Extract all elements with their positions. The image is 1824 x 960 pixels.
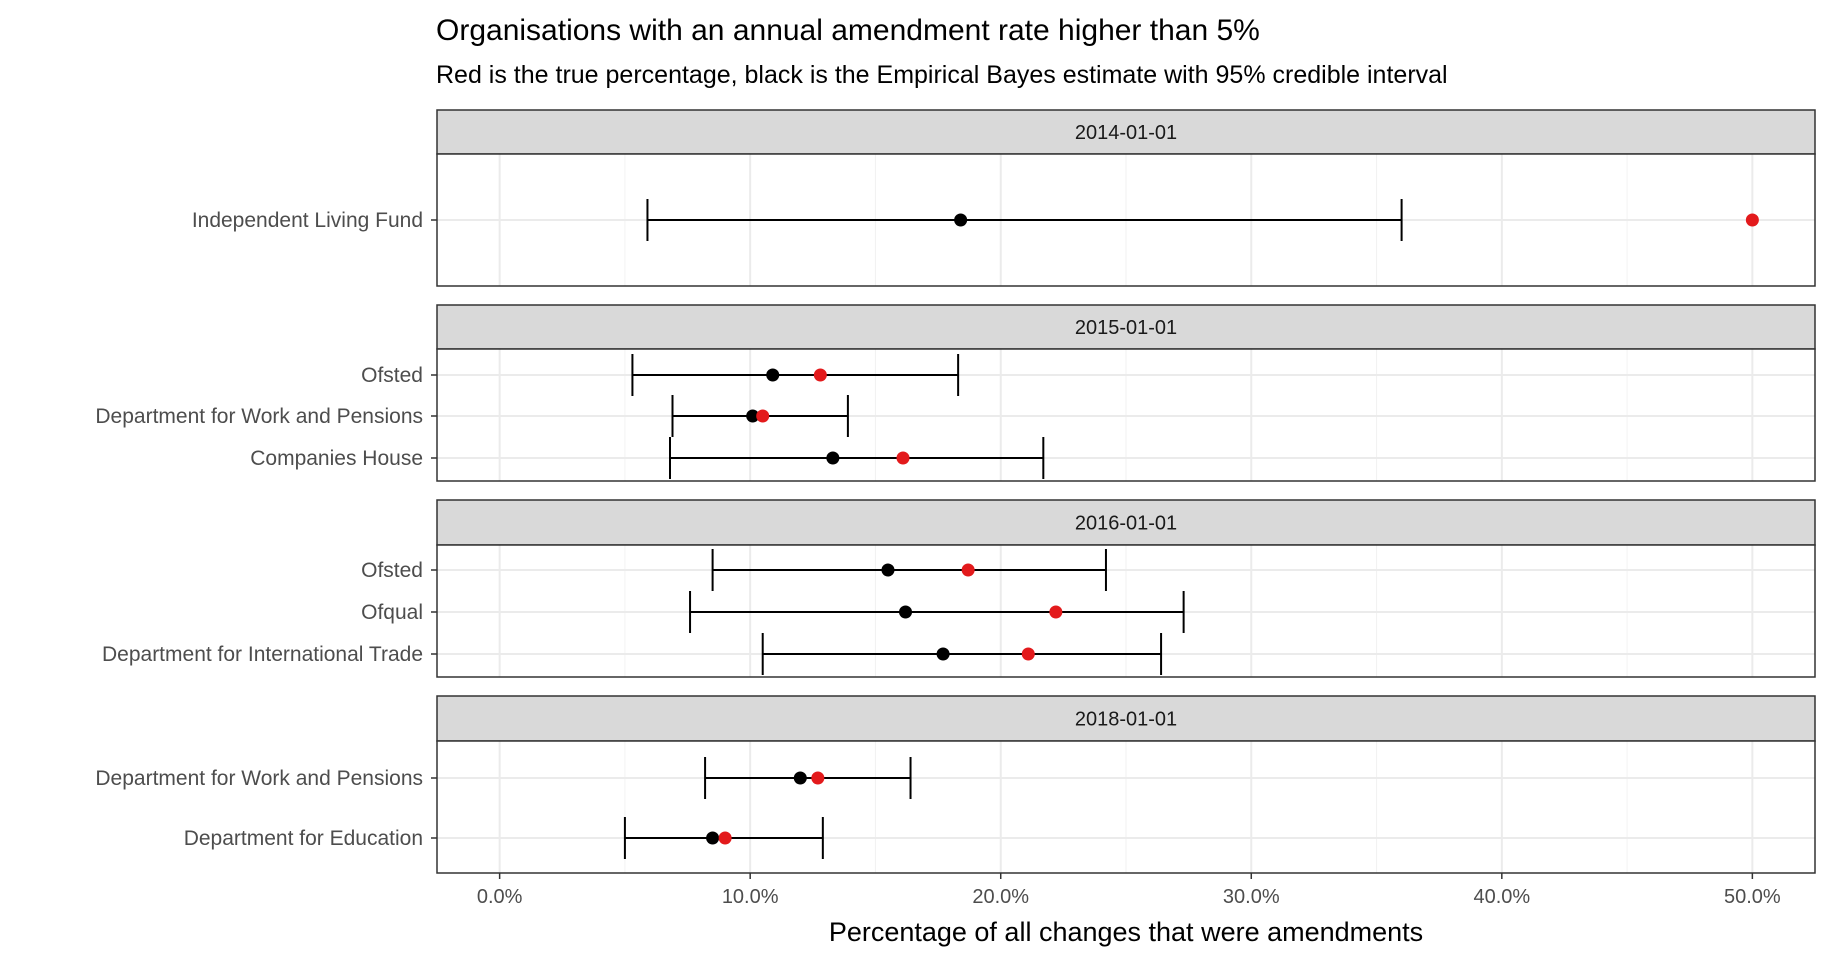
facet-strip [436,695,1816,742]
true-percentage-point [718,831,732,845]
facet-panel-2014-01-01: 2014-01-01 Independent Living Fund [192,109,1816,287]
facet-strip-label: 2016-01-01 [1075,513,1177,535]
panel-border [436,740,1816,874]
x-axis-label: Percentage of all changes that were amen… [829,917,1423,947]
y-tick-label: Department for Education [184,827,423,850]
y-tick-label: Ofsted [361,364,423,387]
x-tick-label: 20.0% [972,886,1029,908]
data-row [671,395,849,437]
y-tick-label: Department for Work and Pensions [95,405,423,428]
y-tick-label: Independent Living Fund [192,209,423,232]
true-percentage-point [813,368,827,382]
facet-panel-2016-01-01: 2016-01-01 Ofsted Ofqual Department for Int… [102,499,1816,678]
panel-border [436,544,1816,678]
estimate-point [826,451,840,465]
true-percentage-point [1049,605,1063,619]
facet-panel-2018-01-01: 2018-01-01 Department for Work and Pensio… [95,695,1816,874]
x-tick-label: 10.0% [722,886,779,908]
facet-strip-label: 2014-01-01 [1075,122,1177,144]
chart-title: Organisations with an annual amendment r… [436,14,1260,47]
facet-panel-2015-01-01: 2015-01-01 Ofsted Department for Work and … [95,304,1816,482]
data-row [623,817,824,859]
facet-panels: 2014-01-01 Independent Living Fund 2015-01… [95,109,1816,874]
x-tick-label: 50.0% [1724,886,1781,908]
x-axis: 0.0% 10.0% 20.0% 30.0% 40.0% 50.0% [477,873,1781,908]
true-percentage-point [896,451,910,465]
estimate-point [899,605,913,619]
data-row [646,199,1759,241]
data-row [669,437,1045,479]
facet-strip-label: 2015-01-01 [1075,317,1177,339]
data-row [704,757,912,799]
y-tick-label: Department for International Trade [102,643,423,666]
true-percentage-point [756,409,770,423]
data-row [761,633,1163,675]
x-tick-label: 30.0% [1223,886,1280,908]
y-tick-label: Ofsted [361,559,423,582]
data-row [711,549,1107,591]
facet-strip-label: 2018-01-01 [1075,709,1177,731]
estimate-point [881,563,895,577]
estimate-point [954,213,968,227]
true-percentage-point [1745,213,1759,227]
estimate-point [793,771,807,785]
estimate-point [746,409,760,423]
chart-subtitle: Red is the true percentage, black is the… [436,61,1448,89]
y-tick-label: Companies House [250,447,423,470]
y-tick-label: Department for Work and Pensions [95,767,423,790]
data-row [631,354,960,396]
y-tick-label: Ofqual [361,601,423,624]
estimate-point [766,368,780,382]
data-row [689,591,1185,633]
x-tick-label: 0.0% [477,886,523,908]
estimate-point [706,831,720,845]
true-percentage-point [1021,647,1035,661]
true-percentage-point [961,563,975,577]
x-tick-label: 40.0% [1473,886,1530,908]
true-percentage-point [811,771,825,785]
panel-border [436,153,1816,287]
facet-strip [436,109,1816,155]
estimate-point [936,647,950,661]
facet-strip [436,304,1816,350]
panel-border [436,348,1816,482]
